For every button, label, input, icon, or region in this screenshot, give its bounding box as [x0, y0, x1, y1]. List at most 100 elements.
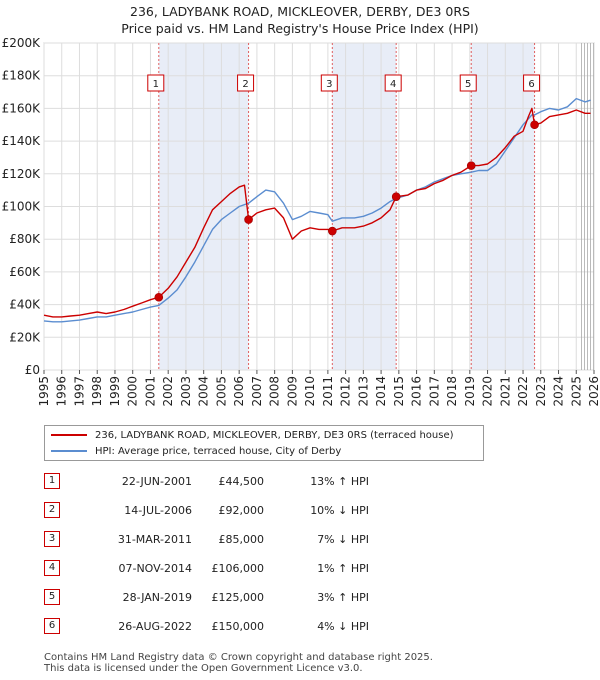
y-tick-label: £20K	[9, 330, 41, 344]
sale-hpi-diff: 7% ↓ HPI	[317, 533, 369, 546]
x-tick-label: 2024	[552, 376, 566, 407]
sale-price: £92,000	[218, 504, 265, 517]
sale-hpi-diff: 3% ↑ HPI	[317, 591, 369, 604]
sale-date: 28-JAN-2019	[122, 591, 192, 604]
y-axis-ticks: £0 £20K £40K £60K £80K £100K £120K £140K £160K £1…	[2, 36, 42, 377]
sale-label-box	[459, 74, 477, 92]
x-tick-label: 1997	[72, 376, 86, 407]
y-tick-label: £40K	[9, 298, 41, 312]
y-tick-label: £140K	[2, 134, 42, 148]
title-line-2: Price paid vs. HM Land Registry's House …	[121, 21, 479, 36]
x-tick-label: 2021	[498, 376, 512, 407]
x-axis-ticks: 1995 1996 1997 1998 1999 2000 2001 2002 2003 2004…	[37, 370, 600, 407]
sale-number: 1	[44, 473, 60, 489]
hpi-series-line	[43, 97, 591, 323]
sale-point	[154, 292, 164, 302]
sale-price: £85,000	[218, 533, 265, 546]
sale-number: 2	[44, 502, 60, 518]
x-tick-label: 2001	[143, 376, 157, 407]
sales-table: 1 22-JUN-2001 £44,500 13% ↑ HPI 2 14-JUL-2006…	[44, 470, 600, 644]
x-tick-label: 2025	[569, 376, 583, 407]
sale-price: £44,500	[218, 475, 265, 488]
sale-points	[154, 120, 539, 302]
sale-price: £150,000	[211, 620, 265, 633]
sale-number: 6	[44, 618, 60, 634]
x-tick-label: 2010	[303, 376, 317, 407]
table-row: 6 26-AUG-2022 £150,000 4% ↓ HPI	[44, 615, 600, 644]
sale-label-box	[523, 74, 541, 92]
sale-point	[391, 192, 401, 201]
x-tick-label: 2009	[285, 376, 299, 407]
sale-label-box	[320, 74, 338, 92]
footer-line-1: Contains HM Land Registry data © Crown c…	[44, 652, 433, 663]
legend-swatch-property	[51, 434, 87, 436]
x-tick-label: 2002	[161, 376, 175, 407]
table-row: 4 07-NOV-2014 £106,000 1% ↑ HPI	[44, 557, 600, 586]
sale-label-number: 1	[153, 79, 159, 90]
x-tick-label: 1998	[90, 376, 104, 407]
x-tick-label: 2018	[445, 376, 459, 407]
x-tick-label: 2023	[534, 376, 548, 407]
gridlines	[43, 42, 595, 371]
x-tick-label: 1999	[108, 376, 122, 407]
x-tick-label: 2006	[232, 376, 246, 407]
forecast-hatch	[581, 43, 594, 370]
sale-hpi-diff: 13% ↑ HPI	[310, 475, 369, 488]
sale-point	[466, 161, 476, 170]
sale-point	[244, 215, 253, 224]
price-chart: 1 2 3 4 5 6 £0 £20K £40K £60K £80K £100K £120K £140K…	[2, 36, 600, 407]
x-tick-label: 2016	[410, 376, 424, 407]
sale-date: 26-AUG-2022	[118, 620, 192, 633]
x-tick-label: 2005	[214, 376, 228, 407]
table-row: 2 14-JUL-2006 £92,000 10% ↓ HPI	[44, 499, 600, 528]
x-tick-label: 2004	[197, 376, 211, 407]
series-lines	[43, 97, 591, 323]
x-tick-label: 2026	[587, 376, 600, 407]
sale-hpi-diff: 10% ↓ HPI	[310, 504, 369, 517]
legend-label-hpi: HPI: Average price, terraced house, City…	[95, 446, 342, 457]
y-tick-label: £100K	[2, 200, 42, 214]
sale-label-number: 5	[465, 79, 471, 90]
x-tick-label: 2012	[339, 376, 353, 407]
sale-number: 4	[44, 560, 60, 576]
y-tick-label: £120K	[2, 167, 42, 181]
x-tick-label: 2019	[463, 376, 477, 407]
sale-label-box	[147, 74, 165, 92]
x-tick-label: 2020	[481, 376, 495, 407]
sale-price: £125,000	[211, 591, 265, 604]
x-tick-label: 2014	[374, 376, 388, 407]
y-tick-label: £60K	[9, 265, 41, 279]
sale-hpi-diff: 1% ↑ HPI	[317, 562, 369, 575]
y-tick-label: £160K	[2, 101, 42, 115]
legend-swatch-hpi	[51, 450, 87, 452]
sale-label-number: 4	[390, 79, 396, 90]
footer-line-2: This data is licensed under the Open Gov…	[44, 663, 363, 674]
x-tick-label: 2015	[392, 376, 406, 407]
sale-label-number: 3	[326, 79, 332, 90]
x-tick-label: 2008	[268, 376, 282, 407]
sale-hpi-diff: 4% ↓ HPI	[317, 620, 369, 633]
sale-label-box	[237, 74, 255, 92]
sale-label-number: 6	[528, 79, 534, 90]
x-tick-label: 2007	[250, 376, 264, 407]
x-tick-label: 2013	[356, 376, 370, 407]
sale-number: 3	[44, 531, 60, 547]
legend-item-property: 236, LADYBANK ROAD, MICKLEOVER, DERBY, D…	[51, 428, 454, 444]
table-row: 3 31-MAR-2011 £85,000 7% ↓ HPI	[44, 528, 600, 557]
legend-item-hpi: HPI: Average price, terraced house, City…	[51, 444, 341, 460]
sale-date: 14-JUL-2006	[124, 504, 192, 517]
y-tick-label: £180K	[2, 69, 42, 83]
sale-date: 22-JUN-2001	[121, 475, 192, 488]
sale-number: 5	[44, 589, 60, 605]
chart-title: 236, LADYBANK ROAD, MICKLEOVER, DERBY, D…	[0, 3, 600, 37]
x-tick-label: 2000	[126, 376, 140, 407]
y-tick-label: £0	[25, 363, 40, 377]
x-tick-label: 1995	[37, 376, 51, 407]
x-tick-label: 2003	[179, 376, 193, 407]
legend: 236, LADYBANK ROAD, MICKLEOVER, DERBY, D…	[44, 425, 484, 461]
sale-price: £106,000	[211, 562, 265, 575]
x-tick-label: 2011	[321, 376, 335, 407]
x-tick-label: 2017	[427, 376, 441, 407]
sale-point	[530, 120, 539, 130]
y-tick-label: £200K	[2, 36, 42, 50]
